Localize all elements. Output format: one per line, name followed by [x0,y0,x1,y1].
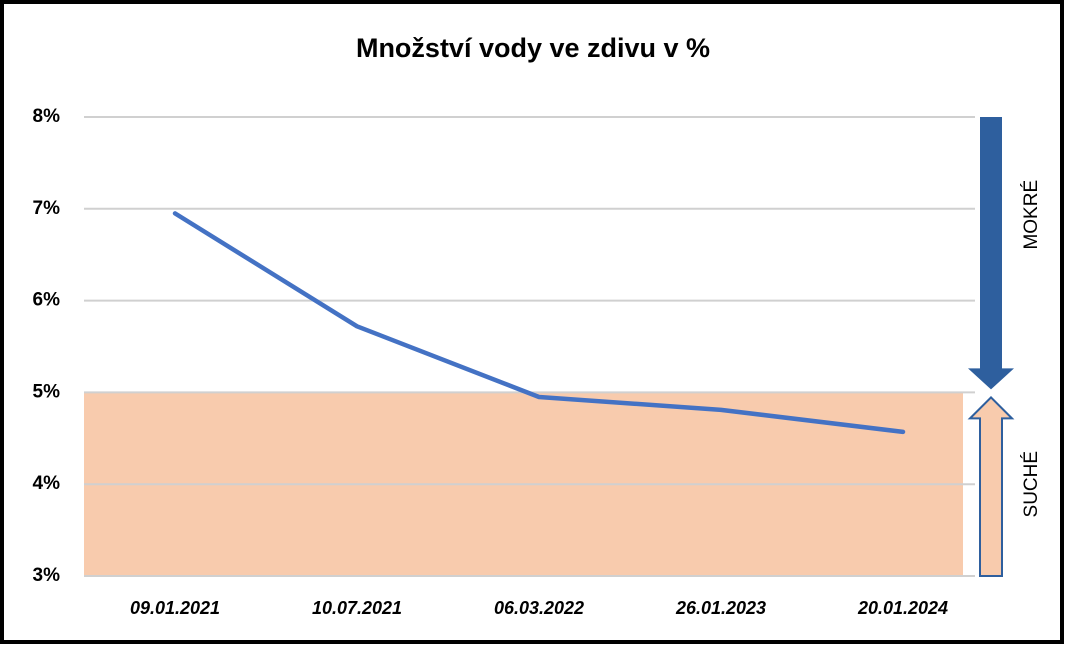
zone-label: MOKRÉ [1021,180,1042,250]
zone-arrow [968,117,1014,390]
zone-arrow [967,395,1015,577]
data-line [172,211,906,435]
y-tick-label: 8% [33,106,61,127]
x-tick-label: 09.01.2021 [130,598,220,618]
x-tick-label: 26.01.2023 [675,598,766,618]
chart-title: Množství vody ve zdivu v % [356,33,710,63]
y-tick-label: 7% [33,198,61,219]
zone-label: SUCHÉ [1021,451,1042,518]
x-tick-label: 20.01.2024 [857,598,948,618]
y-tick-label: 4% [33,473,61,494]
x-tick-label: 10.07.2021 [312,598,402,618]
y-tick-label: 5% [33,381,61,402]
y-tick-label: 3% [33,565,61,586]
x-tick-label: 06.03.2022 [494,598,584,618]
y-tick-label: 6% [33,290,61,311]
